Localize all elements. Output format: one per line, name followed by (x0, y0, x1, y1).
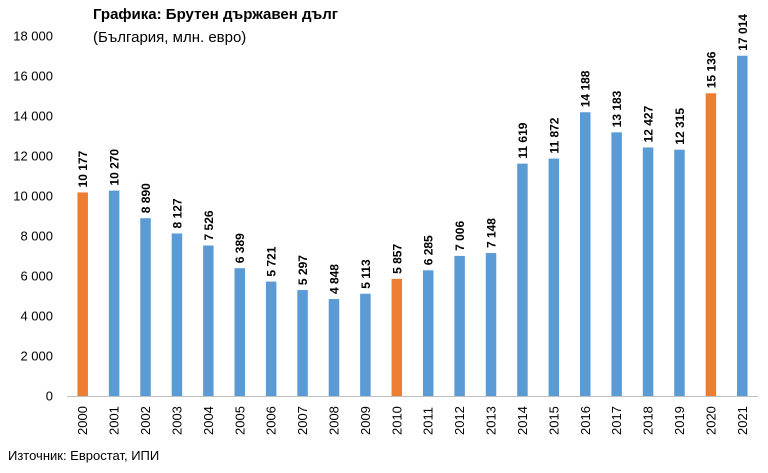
data-label-2014: 11 619 (516, 122, 530, 158)
data-label-2021: 17 014 (736, 14, 750, 51)
data-label-2008: 4 848 (327, 264, 341, 294)
y-tick-label: 14 000 (13, 109, 53, 124)
bar-2009 (360, 293, 371, 396)
data-label-2002: 8 890 (139, 183, 153, 213)
x-tick-label-2021: 2021 (735, 406, 750, 435)
bar-2018 (642, 147, 654, 396)
data-labels: 10 177 10 270 8 890 8 127 7 526 6 389 5 721 5 2… (76, 14, 750, 294)
bar-2016 (580, 112, 591, 397)
x-tick-label-2003: 2003 (169, 406, 184, 435)
x-tick-label-2017: 2017 (609, 406, 624, 435)
x-tick-label-2008: 2008 (326, 406, 341, 435)
bar-2000 (77, 192, 88, 396)
data-label-2003: 8 127 (170, 198, 184, 228)
chart-title: Графика: Брутен държавен дълг (93, 6, 338, 23)
x-tick-label-2009: 2009 (358, 406, 373, 435)
data-label-2015: 11 872 (547, 117, 561, 153)
y-tick-label: 18 000 (13, 29, 53, 44)
x-tick-label-2002: 2002 (138, 406, 153, 435)
x-tick-label-2004: 2004 (201, 406, 216, 435)
y-tick-label: 6 000 (20, 269, 53, 284)
x-tick-label-2013: 2013 (484, 406, 499, 435)
bar-2020 (705, 93, 717, 396)
x-tick-label-2001: 2001 (107, 406, 122, 435)
data-label-2010: 5 857 (390, 244, 404, 274)
x-tick-label-2019: 2019 (672, 406, 687, 435)
bar-2013 (485, 253, 497, 396)
data-label-2012: 7 006 (453, 221, 467, 251)
bar-2019 (674, 149, 685, 396)
data-label-2016: 14 188 (579, 70, 593, 107)
x-tick-label-2000: 2000 (75, 406, 90, 435)
bar-2017 (611, 132, 622, 396)
data-label-2009: 5 113 (359, 259, 373, 289)
data-label-2006: 5 721 (265, 246, 279, 276)
x-tick-label-2015: 2015 (546, 406, 561, 435)
y-tick-label: 2 000 (20, 349, 53, 364)
chart-subtitle: (България, млн. евро) (93, 29, 247, 46)
data-label-2019: 12 315 (673, 108, 687, 145)
source-note: Източник: Евростат, ИПИ (8, 448, 160, 463)
x-tick-label-2007: 2007 (295, 406, 310, 435)
y-tick-label: 4 000 (20, 309, 53, 324)
bar-2007 (297, 290, 308, 396)
data-label-2013: 7 148 (485, 218, 499, 248)
data-label-2020: 15 136 (704, 51, 718, 88)
x-axis: 2000 2001 2002 2003 2004 2005 2006 2007 2008 2009… (67, 396, 758, 435)
data-label-2000: 10 177 (76, 150, 90, 187)
data-label-2007: 5 297 (296, 255, 310, 285)
data-label-2011: 6 285 (422, 235, 436, 265)
bars (77, 55, 748, 397)
x-tick-label-2020: 2020 (703, 406, 718, 435)
x-tick-label-2016: 2016 (578, 406, 593, 435)
x-tick-label-2011: 2011 (421, 407, 436, 435)
data-label-2017: 13 183 (610, 90, 624, 127)
bar-2010 (391, 278, 403, 396)
bar-2021 (737, 55, 748, 396)
bar-2011 (422, 270, 434, 396)
bar-2012 (454, 255, 465, 396)
data-label-2005: 6 389 (233, 233, 247, 263)
x-tick-label-2014: 2014 (515, 406, 530, 435)
bar-2008 (328, 299, 340, 396)
x-tick-label-2018: 2018 (641, 406, 656, 435)
x-tick-label-2005: 2005 (232, 406, 247, 435)
y-tick-label: 12 000 (13, 149, 53, 164)
bar-2004 (203, 245, 214, 396)
y-tick-label: 8 000 (20, 229, 53, 244)
x-tick-label-2012: 2012 (452, 406, 467, 435)
bar-2015 (548, 158, 560, 396)
x-tick-label-2010: 2010 (389, 406, 404, 435)
y-tick-label: 16 000 (13, 69, 53, 84)
y-axis: 0 2 000 4 000 6 000 8 000 10 000 12 000 14 000 1… (13, 29, 53, 404)
y-tick-label: 10 000 (13, 189, 53, 204)
bar-2002 (140, 218, 151, 396)
data-label-2018: 12 427 (642, 105, 656, 142)
y-tick-label: 0 (46, 389, 53, 404)
data-label-2004: 7 526 (202, 210, 216, 240)
bar-2014 (517, 163, 528, 396)
bar-2003 (171, 233, 183, 396)
data-label-2001: 10 270 (108, 149, 122, 186)
bar-2006 (265, 281, 277, 396)
bar-2005 (234, 268, 245, 396)
bar-2001 (108, 190, 120, 396)
x-tick-label-2006: 2006 (264, 406, 279, 435)
